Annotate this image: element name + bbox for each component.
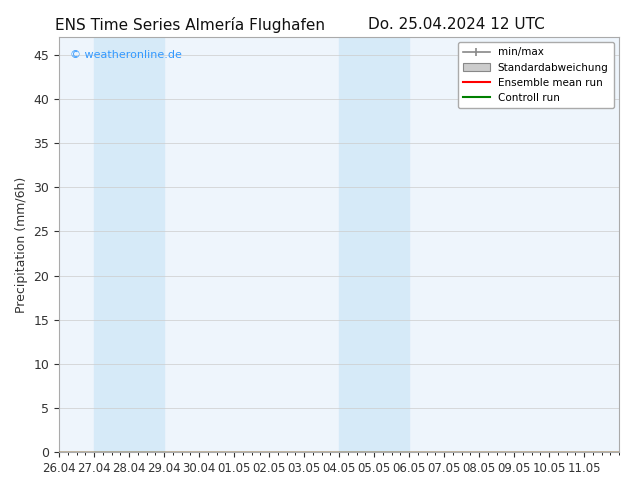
Text: ENS Time Series Almería Flughafen: ENS Time Series Almería Flughafen <box>55 17 325 33</box>
Text: © weatheronline.de: © weatheronline.de <box>70 49 182 59</box>
Legend: min/max, Standardabweichung, Ensemble mean run, Controll run: min/max, Standardabweichung, Ensemble me… <box>458 42 614 108</box>
Text: Do. 25.04.2024 12 UTC: Do. 25.04.2024 12 UTC <box>368 17 545 32</box>
Bar <box>339 37 409 452</box>
Bar <box>94 37 164 452</box>
Y-axis label: Precipitation (mm/6h): Precipitation (mm/6h) <box>15 176 28 313</box>
